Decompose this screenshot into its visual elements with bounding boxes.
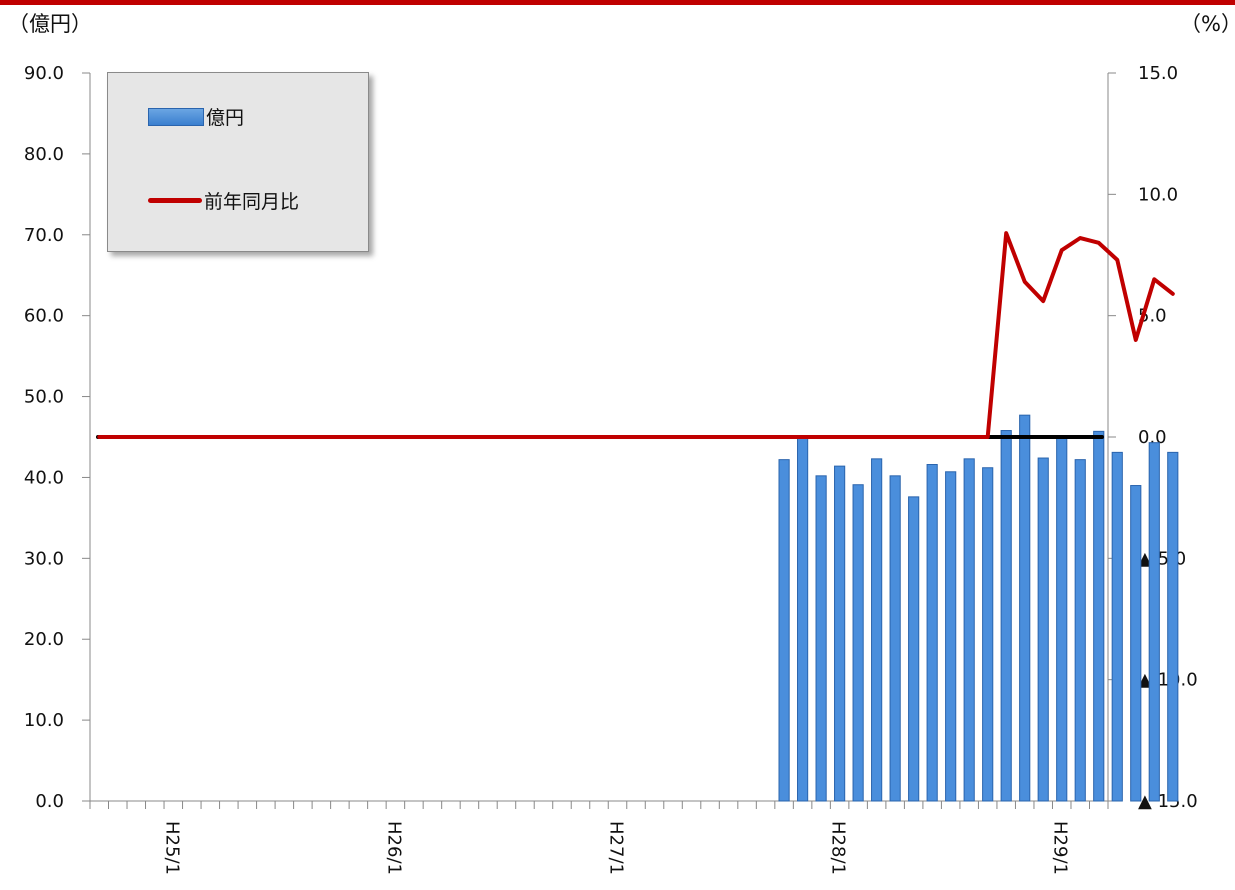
left-tick-label: 30.0 bbox=[24, 548, 64, 569]
legend: 億円 前年同月比 bbox=[107, 72, 369, 252]
bar bbox=[926, 464, 938, 802]
legend-item-line: 前年同月比 bbox=[148, 187, 299, 214]
right-tick-label: 15.0 bbox=[1138, 63, 1178, 84]
x-tick-label: H29/1 bbox=[1050, 821, 1071, 875]
bar bbox=[1093, 430, 1105, 802]
right-axis-unit: （%） bbox=[1180, 12, 1235, 36]
left-tick-label: 80.0 bbox=[24, 144, 64, 165]
bar bbox=[889, 475, 901, 802]
bar bbox=[1167, 451, 1179, 802]
bar bbox=[852, 484, 864, 802]
bar bbox=[834, 465, 846, 802]
left-tick-label: 50.0 bbox=[24, 387, 64, 408]
bar bbox=[815, 475, 827, 802]
left-tick-label: 70.0 bbox=[24, 225, 64, 246]
left-tick-label: 90.0 bbox=[24, 63, 64, 84]
bar bbox=[1056, 437, 1068, 802]
x-tick-label: H28/1 bbox=[828, 821, 849, 875]
bar bbox=[1037, 457, 1049, 802]
right-tick-label: 10.0 bbox=[1138, 184, 1178, 205]
legend-line-label: 前年同月比 bbox=[204, 191, 300, 213]
legend-bar-swatch bbox=[148, 107, 204, 126]
top-band bbox=[0, 0, 1235, 5]
right-tick-label: ▲ 5.0 bbox=[1138, 548, 1186, 569]
left-tick-label: 10.0 bbox=[24, 710, 64, 731]
bar bbox=[1019, 414, 1031, 802]
bar bbox=[963, 458, 975, 802]
bar bbox=[1111, 451, 1123, 802]
left-axis-unit: （億円） bbox=[8, 12, 92, 36]
bar bbox=[1148, 442, 1160, 802]
legend-item-bar: 億円 bbox=[148, 103, 244, 130]
x-tick-label: H25/1 bbox=[161, 821, 182, 875]
bar bbox=[1000, 430, 1012, 802]
legend-line-swatch bbox=[148, 198, 202, 203]
bar bbox=[982, 467, 994, 802]
left-tick-label: 0.0 bbox=[35, 791, 64, 812]
bar bbox=[797, 436, 809, 802]
left-tick-label: 40.0 bbox=[24, 467, 64, 488]
yoy-line bbox=[97, 231, 1175, 439]
bar bbox=[1074, 459, 1086, 802]
bar bbox=[908, 496, 920, 802]
bar bbox=[1130, 485, 1142, 802]
legend-bar-label: 億円 bbox=[206, 107, 245, 129]
bar bbox=[871, 458, 883, 802]
bar bbox=[778, 459, 790, 802]
left-tick-label: 60.0 bbox=[24, 306, 64, 327]
bar bbox=[945, 471, 957, 802]
x-tick-label: H27/1 bbox=[606, 821, 627, 875]
x-tick-label: H26/1 bbox=[383, 821, 404, 875]
left-tick-label: 20.0 bbox=[24, 629, 64, 650]
